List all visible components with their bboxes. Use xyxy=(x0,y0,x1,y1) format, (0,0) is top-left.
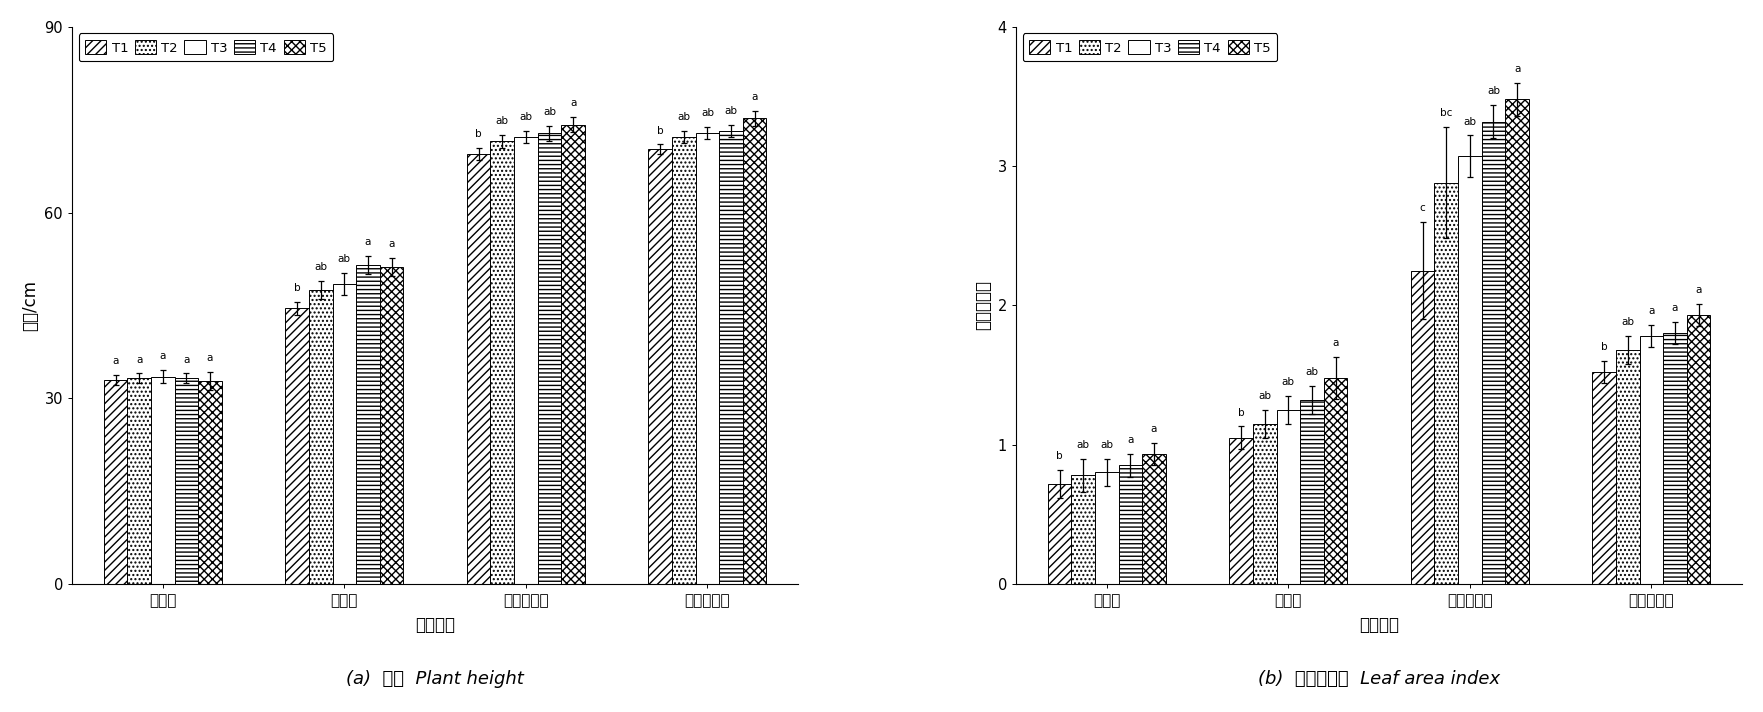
Bar xyxy=(1481,122,1506,584)
Bar xyxy=(696,133,719,584)
Text: b: b xyxy=(476,129,481,139)
Text: a: a xyxy=(1671,303,1678,313)
Text: a: a xyxy=(113,356,118,366)
Bar xyxy=(1640,336,1663,584)
X-axis label: 生长时期: 生长时期 xyxy=(414,616,455,634)
Text: ab: ab xyxy=(314,262,328,272)
Text: a: a xyxy=(388,239,395,248)
Text: a: a xyxy=(1514,63,1520,73)
Bar xyxy=(104,379,127,584)
Bar xyxy=(1435,183,1458,584)
Text: b: b xyxy=(294,283,300,293)
Bar xyxy=(1118,466,1142,584)
Text: ab: ab xyxy=(1305,367,1319,377)
Bar xyxy=(1458,157,1481,584)
Text: ab: ab xyxy=(1100,439,1112,449)
Bar xyxy=(152,377,175,584)
Text: bc: bc xyxy=(1440,108,1453,118)
Y-axis label: 叶面积指数: 叶面积指数 xyxy=(975,281,993,330)
Text: b: b xyxy=(1056,451,1063,461)
Text: a: a xyxy=(136,355,143,365)
Text: ab: ab xyxy=(338,253,351,263)
Text: ab: ab xyxy=(1282,377,1294,387)
Bar xyxy=(1095,473,1118,584)
Bar xyxy=(1687,315,1710,584)
Bar xyxy=(719,131,742,584)
Bar xyxy=(1592,372,1617,584)
Text: c: c xyxy=(1419,203,1426,213)
Text: a: a xyxy=(183,355,190,365)
Text: a: a xyxy=(569,98,577,108)
Text: ab: ab xyxy=(1077,439,1090,449)
Bar xyxy=(197,381,222,584)
Legend: T1, T2, T3, T4, T5: T1, T2, T3, T4, T5 xyxy=(79,33,333,61)
Bar xyxy=(127,378,152,584)
Bar xyxy=(175,378,197,584)
Bar xyxy=(333,283,356,584)
Text: b: b xyxy=(1601,342,1608,352)
Bar xyxy=(1142,454,1165,584)
Text: a: a xyxy=(1696,285,1701,295)
Bar xyxy=(356,265,379,584)
Bar xyxy=(467,154,490,584)
Y-axis label: 株高/cm: 株高/cm xyxy=(21,280,39,331)
Text: a: a xyxy=(206,352,213,362)
Text: ab: ab xyxy=(543,107,555,117)
Text: a: a xyxy=(160,352,166,362)
Bar xyxy=(490,141,515,584)
Bar xyxy=(1253,424,1276,584)
Text: a: a xyxy=(751,92,758,102)
Text: b: b xyxy=(1238,407,1245,417)
Bar xyxy=(538,133,561,584)
Text: a: a xyxy=(365,237,372,247)
Text: b: b xyxy=(658,125,663,135)
Text: ab: ab xyxy=(1486,86,1500,96)
Text: ab: ab xyxy=(1259,391,1271,401)
Bar xyxy=(742,118,767,584)
Bar xyxy=(515,137,538,584)
Text: ab: ab xyxy=(1463,117,1476,127)
Bar xyxy=(1410,271,1435,584)
Text: a: a xyxy=(1333,338,1338,348)
Bar xyxy=(1229,438,1253,584)
Bar xyxy=(1663,333,1687,584)
Text: ab: ab xyxy=(677,112,691,122)
Bar xyxy=(1617,350,1640,584)
X-axis label: 生长时期: 生长时期 xyxy=(1359,616,1400,634)
Bar xyxy=(1276,410,1299,584)
Text: (a)  株高  Plant height: (a) 株高 Plant height xyxy=(346,669,524,688)
Text: ab: ab xyxy=(1622,317,1634,327)
Text: (b)  叶面积指数  Leaf area index: (b) 叶面积指数 Leaf area index xyxy=(1259,669,1500,688)
Text: ab: ab xyxy=(495,116,510,126)
Text: a: a xyxy=(1127,436,1134,446)
Bar xyxy=(1506,99,1529,584)
Text: a: a xyxy=(1648,306,1655,316)
Text: a: a xyxy=(1151,424,1157,434)
Bar xyxy=(286,308,309,584)
Legend: T1, T2, T3, T4, T5: T1, T2, T3, T4, T5 xyxy=(1023,33,1276,61)
Text: ab: ab xyxy=(520,112,532,122)
Bar xyxy=(379,267,404,584)
Bar xyxy=(1299,400,1324,584)
Bar xyxy=(1324,378,1347,584)
Bar xyxy=(561,125,585,584)
Bar xyxy=(309,290,333,584)
Bar xyxy=(1047,483,1072,584)
Bar xyxy=(649,150,672,584)
Text: ab: ab xyxy=(702,108,714,118)
Bar xyxy=(672,137,696,584)
Bar xyxy=(1072,475,1095,584)
Text: ab: ab xyxy=(725,105,737,116)
